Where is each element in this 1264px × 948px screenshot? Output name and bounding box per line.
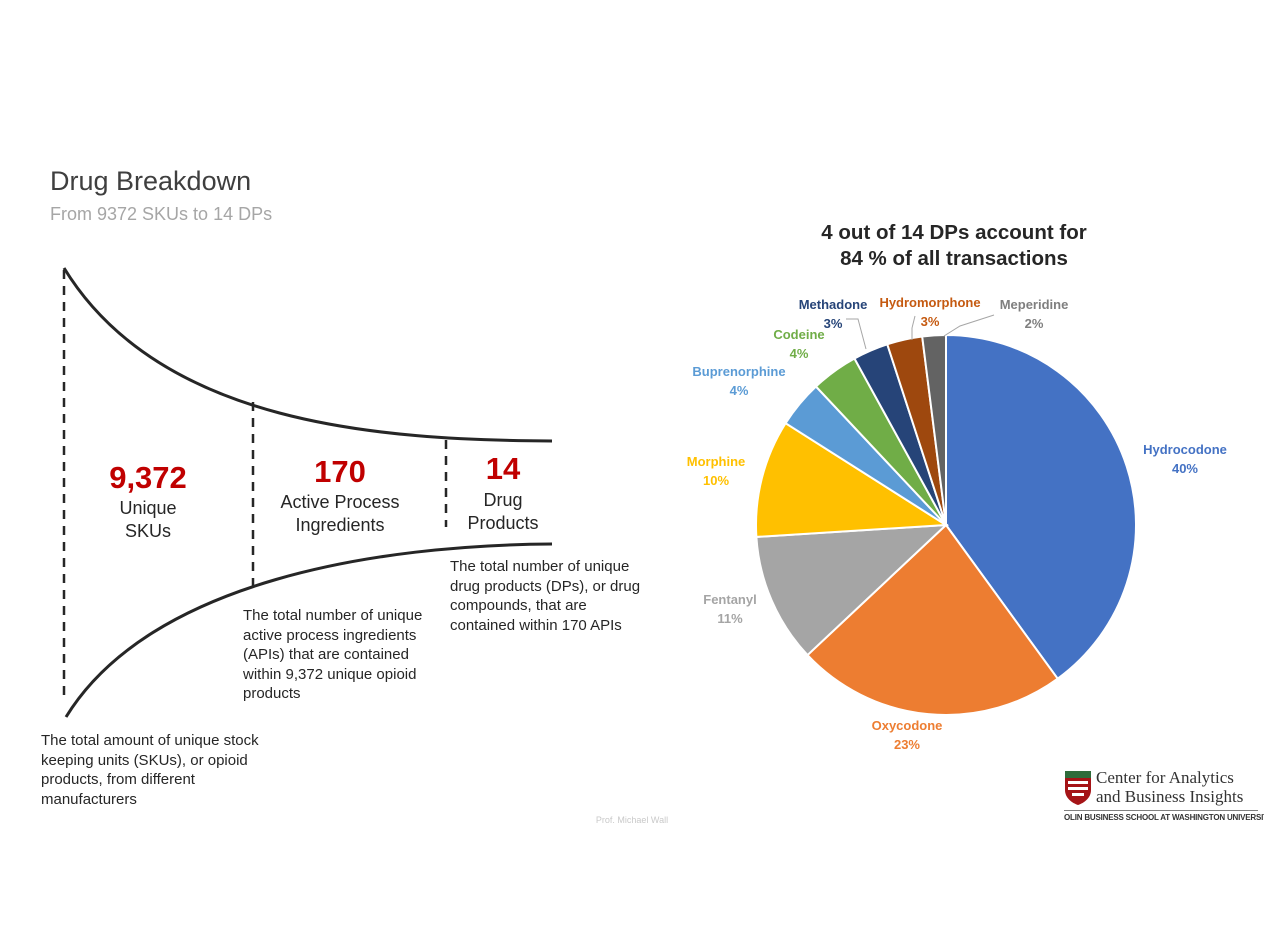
- stage-1-label: Unique SKUs: [119, 498, 177, 541]
- slice-percent: 10%: [702, 473, 730, 488]
- slice-name: Fentanyl: [703, 592, 757, 607]
- pie-slice-oxycodone: [806, 523, 1060, 716]
- slice-percent: 4%: [789, 346, 809, 361]
- slice-label-hydrocodone: Hydrocodone 40%: [1143, 440, 1227, 478]
- leader-line-hydromorphone: [911, 315, 916, 340]
- slice-percent: 4%: [729, 383, 749, 398]
- funnel-bottom-curve: [64, 542, 553, 718]
- slice-label-meperidine: Meperidine 2%: [1000, 295, 1069, 333]
- chart-title: 4 out of 14 DPs account for 84 % of all …: [821, 221, 1087, 270]
- slice-name: Codeine: [773, 327, 825, 342]
- logo-school: OLIN BUSINESS SCHOOL AT WASHINGTON UNIVE…: [1064, 813, 1264, 822]
- funnel-top-curve: [62, 267, 553, 443]
- slice-percent: 3%: [823, 316, 843, 331]
- pie-slice-hydrocodone: [945, 333, 1137, 681]
- slice-name: Meperidine: [999, 297, 1069, 312]
- stage-3-label: Drug Products: [467, 490, 539, 533]
- stage-2-label: Active Process Ingredients: [280, 492, 400, 535]
- slice-percent: 40%: [1171, 461, 1199, 476]
- slice-label-buprenorphine: Buprenorphine 4%: [692, 362, 785, 400]
- slice-label-codeine: Codeine 4%: [773, 325, 824, 363]
- slice-name: Oxycodone: [871, 718, 943, 733]
- pie-slice-morphine: [755, 421, 950, 538]
- slice-percent: 11%: [717, 611, 743, 626]
- pie-slice-fentanyl: [755, 523, 949, 657]
- slice-percent: 3%: [920, 314, 940, 329]
- slice-percent: 2%: [1024, 316, 1044, 331]
- slice-label-oxycodone: Oxycodone 23%: [872, 716, 943, 754]
- footer-credit: Prof. Michael Wall: [595, 815, 669, 825]
- slice-name: Hydromorphone: [879, 295, 981, 310]
- slice-label-methadone: Methadone 3%: [799, 295, 868, 333]
- leader-line-meperidine: [943, 314, 995, 337]
- slice-name: Hydrocodone: [1143, 442, 1227, 457]
- slice-label-fentanyl: Fentanyl 11%: [703, 590, 756, 628]
- stage-2-description: The total number of unique active proces…: [243, 607, 423, 702]
- slice-name: Buprenorphine: [692, 364, 786, 379]
- slice-name: Morphine: [686, 454, 746, 469]
- slice-name: Methadone: [798, 297, 868, 312]
- logo-name: Center for Analytics and Business Insigh…: [1096, 768, 1244, 806]
- page-subtitle: From 9372 SKUs to 14 DPs: [50, 204, 273, 224]
- slice-label-morphine: Morphine 10%: [687, 452, 746, 490]
- stage-1-number: 9,372: [109, 460, 187, 495]
- university-shield-icon: [1065, 771, 1091, 805]
- stage-1-description: The total amount of unique stock keeping…: [41, 732, 259, 808]
- stage-3-number: 14: [485, 451, 521, 486]
- stage-2-number: 170: [314, 454, 366, 489]
- slice-percent: 23%: [893, 737, 921, 752]
- leader-line-methadone: [846, 318, 867, 350]
- page-title: Drug Breakdown: [50, 166, 252, 196]
- slice-label-hydromorphone: Hydromorphone 3%: [879, 293, 980, 331]
- logo-divider: [1064, 810, 1258, 811]
- stage-3-description: The total number of unique drug products…: [450, 558, 641, 634]
- logo: Center for Analytics and Business Insigh…: [1064, 768, 1264, 824]
- funnel-diagram: [62, 267, 553, 718]
